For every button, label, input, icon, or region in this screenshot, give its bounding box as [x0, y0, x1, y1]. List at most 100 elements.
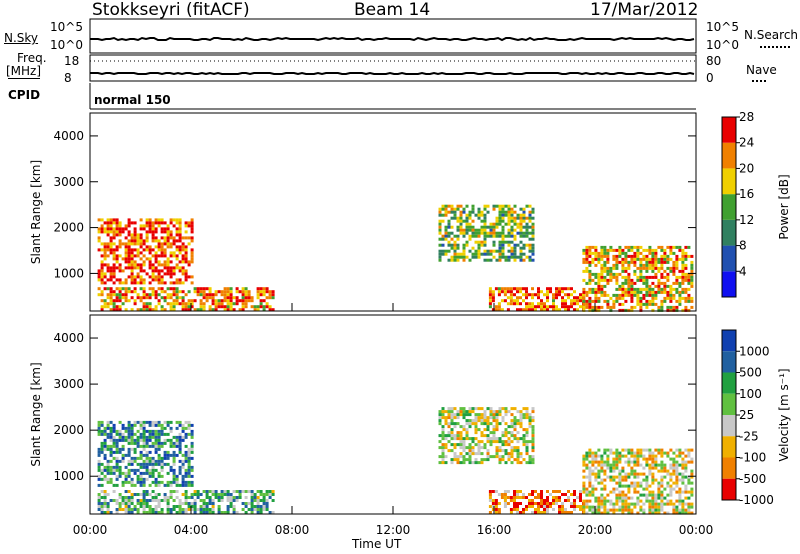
data-cell-region-0	[139, 435, 143, 439]
data-cell-region-3	[497, 493, 501, 496]
data-cell-region-4	[669, 305, 673, 309]
data-cell-region-2	[528, 458, 532, 462]
data-cell-region-4	[636, 457, 640, 461]
data-cell-region-4	[597, 260, 601, 264]
data-cell-region-0	[190, 251, 194, 255]
data-cell-region-0	[172, 453, 176, 457]
data-cell-region-0	[154, 441, 158, 445]
data-cell-region-4	[654, 257, 658, 261]
data-cell-region-1	[175, 505, 179, 508]
data-cell-region-4	[597, 511, 601, 515]
data-cell-region-0	[145, 465, 149, 469]
data-cell-region-3	[579, 490, 582, 493]
data-cell-region-0	[187, 426, 191, 430]
data-cell-region-2	[477, 213, 481, 217]
data-cell-region-0	[187, 462, 191, 466]
data-cell-region-2	[474, 413, 478, 417]
data-cell-region-4	[582, 457, 586, 461]
data-cell-region-1	[109, 511, 113, 514]
data-cell-region-0	[142, 420, 146, 424]
data-cell-region-4	[672, 287, 676, 291]
data-cell-region-3	[516, 299, 519, 303]
data-cell-region-2	[510, 419, 514, 423]
data-cell-region-1	[166, 287, 170, 291]
data-cell-region-2	[450, 431, 454, 435]
data-cell-region-4	[627, 487, 631, 491]
data-cell-region-4	[681, 296, 685, 300]
data-cell-region-4	[627, 475, 631, 479]
data-cell-region-1	[220, 299, 224, 303]
data-cell-region-0	[160, 248, 164, 252]
data-cell-region-0	[106, 465, 110, 469]
data-cell-region-0	[130, 251, 134, 255]
data-cell-region-0	[163, 441, 167, 445]
data-cell-region-0	[136, 233, 140, 237]
data-cell-region-3	[534, 490, 537, 493]
data-cell-region-1	[181, 299, 185, 303]
data-cell-region-3	[555, 305, 558, 309]
data-cell-region-1	[199, 493, 203, 496]
data-cell-region-1	[151, 511, 155, 514]
data-cell-region-4	[690, 299, 694, 303]
data-cell-region-0	[136, 251, 140, 255]
data-cell-region-4	[687, 296, 691, 300]
data-cell-region-4	[588, 475, 592, 479]
data-cell-region-3	[552, 296, 555, 300]
data-cell-region-0	[103, 474, 107, 478]
data-cell-region-4	[585, 463, 589, 467]
data-cell-region-0	[109, 239, 113, 243]
data-cell-region-1	[241, 305, 245, 309]
data-cell-region-0	[130, 426, 134, 430]
data-cell-region-2	[471, 228, 475, 232]
colorbar-frame	[721, 116, 737, 298]
data-cell-region-4	[609, 463, 613, 467]
data-cell-region-4	[675, 481, 679, 485]
data-cell-region-0	[157, 278, 161, 282]
data-cell-region-0	[130, 278, 134, 282]
data-cell-region-2	[510, 219, 514, 223]
data-cell-region-0	[100, 447, 104, 451]
data-cell-region-2	[495, 249, 499, 253]
data-cell-region-2	[489, 234, 493, 238]
data-cell-region-4	[666, 260, 670, 264]
data-cell-region-0	[130, 248, 134, 252]
data-cell-region-4	[621, 263, 625, 267]
data-cell-region-0	[178, 435, 182, 439]
data-cell-region-4	[606, 463, 610, 467]
data-cell-region-0	[106, 263, 110, 267]
data-cell-region-0	[103, 426, 107, 430]
data-cell-region-1	[127, 508, 131, 511]
data-cell-region-1	[97, 505, 101, 508]
data-cell-region-1	[241, 296, 245, 300]
data-cell-region-1	[148, 305, 152, 309]
data-cell-region-3	[537, 493, 540, 496]
data-cell-region-0	[115, 260, 119, 264]
data-cell-region-1	[214, 493, 218, 496]
data-cell-region-2	[489, 222, 493, 226]
data-cell-region-0	[130, 242, 134, 246]
data-cell-region-3	[513, 493, 516, 496]
data-cell-region-3	[567, 293, 570, 297]
data-cell-region-0	[160, 251, 164, 255]
data-cell-region-0	[127, 242, 131, 246]
data-cell-region-4	[684, 254, 688, 258]
data-cell-region-2	[528, 225, 532, 229]
data-cell-region-4	[585, 511, 589, 515]
data-cell-region-2	[519, 258, 523, 262]
data-cell-region-1	[238, 290, 242, 294]
data-cell-region-0	[184, 257, 188, 261]
data-cell-region-2	[495, 222, 499, 226]
data-cell-region-4	[678, 299, 682, 303]
data-cell-region-4	[627, 502, 631, 506]
data-cell-region-2	[483, 228, 487, 232]
data-cell-region-1	[244, 511, 248, 514]
data-cell-region-1	[211, 499, 215, 502]
data-cell-region-4	[597, 287, 601, 291]
data-cell-region-3	[519, 302, 522, 306]
data-cell-region-4	[630, 290, 634, 294]
data-cell-region-1	[226, 290, 230, 294]
data-cell-region-0	[151, 468, 155, 472]
data-cell-region-1	[127, 499, 131, 502]
data-cell-region-2	[477, 461, 481, 465]
data-cell-region-2	[468, 222, 472, 226]
